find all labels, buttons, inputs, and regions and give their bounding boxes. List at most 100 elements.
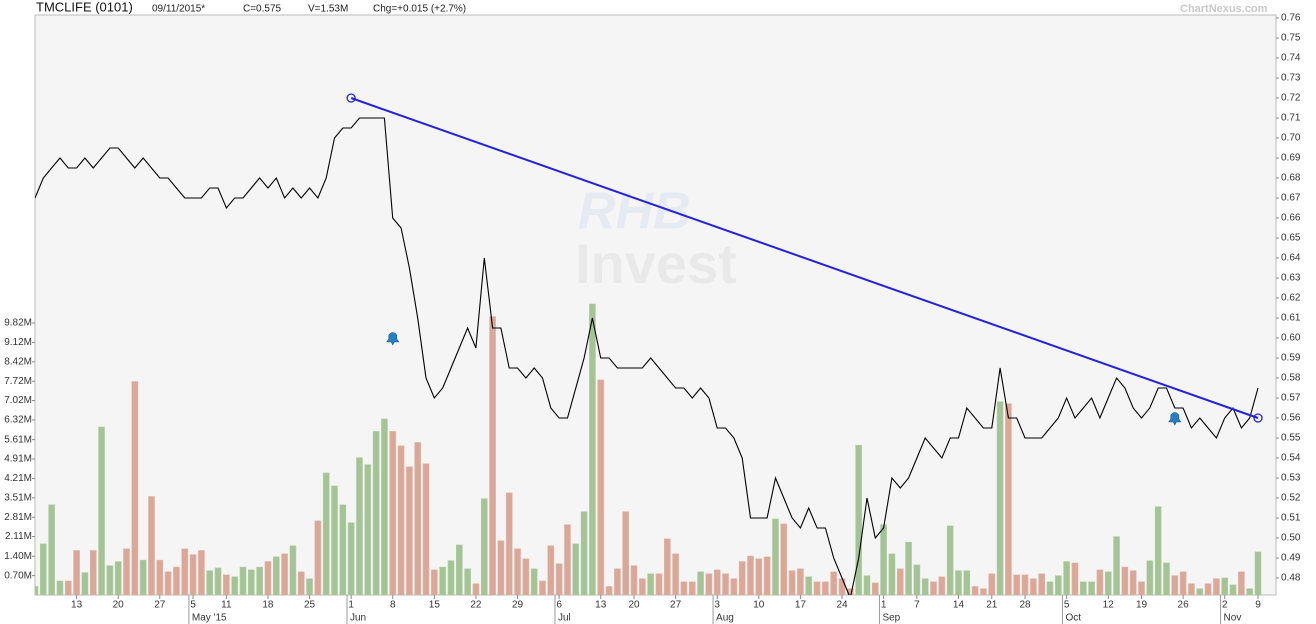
volume-bar	[738, 561, 746, 595]
volume-bar	[480, 498, 488, 595]
x-tick-label: 14	[953, 600, 965, 611]
volume-bar	[1196, 588, 1204, 595]
y-tick-label: 0.66	[1281, 213, 1301, 224]
volume-bar	[896, 568, 904, 595]
volume-bar	[1146, 560, 1154, 595]
volume-bar	[1121, 566, 1129, 595]
volume-bar	[206, 570, 214, 595]
x-tick-label: 7	[914, 600, 920, 611]
volume-bar	[272, 556, 280, 595]
x-tick-label: 24	[836, 600, 848, 611]
volume-bar	[614, 568, 621, 595]
x-tick-label: 9	[1255, 600, 1261, 611]
volume-bar	[1188, 583, 1195, 595]
volume-bar	[955, 570, 962, 595]
x-tick-label: 25	[304, 600, 316, 611]
y-tick-label: 0.48	[1281, 573, 1301, 584]
x-tick-label: 17	[795, 600, 807, 611]
volume-bar	[830, 571, 837, 595]
volume-bar	[639, 578, 646, 595]
volume-bar	[314, 520, 322, 595]
volume-bar	[1221, 577, 1229, 595]
volume-bar	[364, 464, 372, 595]
volume-bar	[1030, 578, 1037, 595]
volume-bar	[1088, 581, 1095, 595]
y-tick-label: 0.67	[1281, 193, 1301, 204]
y-tick-label: 0.52	[1281, 493, 1301, 504]
y-tick-label: 0.55	[1281, 433, 1301, 444]
volume-bar	[647, 573, 654, 595]
y2-tick-label: 2.11M	[5, 531, 32, 542]
close: C=0.575	[243, 4, 282, 15]
volume-bar	[48, 504, 55, 595]
volume-bar	[189, 554, 197, 595]
y-tick-label: 0.61	[1281, 313, 1301, 324]
volume-bar	[431, 569, 438, 595]
x-tick-label: 20	[628, 600, 640, 611]
y-tick-label: 0.65	[1281, 233, 1301, 244]
volume-bar	[1213, 578, 1220, 595]
y-tick-label: 0.53	[1281, 473, 1301, 484]
volume-bar	[1096, 569, 1104, 595]
x-tick-label: 26	[1178, 600, 1190, 611]
y-tick-label: 0.50	[1281, 533, 1301, 544]
volume-bar	[1005, 403, 1012, 595]
y2-tick-label: 6.32M	[4, 415, 32, 426]
volume-bar	[356, 457, 363, 595]
volume-bar	[114, 561, 122, 595]
volume-bar	[788, 570, 796, 595]
y2-tick-label: 1.40M	[4, 551, 32, 562]
x-tick-label: 20	[113, 600, 125, 611]
x-tick-label: 18	[262, 600, 274, 611]
price-layer	[35, 93, 1263, 595]
volume-bar	[40, 543, 47, 595]
volume-bar	[289, 545, 297, 595]
volume-bar	[497, 540, 505, 595]
volume-bar	[397, 445, 405, 595]
volume-bar	[580, 511, 588, 595]
volume-bar	[439, 566, 446, 595]
month-label: Aug	[716, 613, 734, 624]
volume-bar	[181, 548, 189, 595]
volume-bar	[572, 543, 580, 595]
volume-bar	[772, 518, 779, 595]
volume-bar	[64, 580, 72, 595]
y-tick-label: 0.64	[1281, 253, 1301, 264]
x-tick-label: 12	[1103, 600, 1115, 611]
volume-bar	[1038, 573, 1045, 595]
volume-bar	[1113, 536, 1120, 595]
volume-bar	[797, 568, 804, 595]
y-tick-label: 0.49	[1281, 553, 1301, 564]
volume-bar	[913, 564, 921, 595]
y-tick-label: 0.54	[1281, 453, 1301, 464]
volume-bar	[406, 466, 413, 595]
x-tick-label: 13	[71, 600, 83, 611]
y-tick-label: 0.57	[1281, 393, 1301, 404]
volume-bar	[688, 581, 696, 595]
volume-bar	[971, 586, 979, 595]
y2-tick-label: 8.42M	[4, 356, 32, 367]
y-tick-label: 0.73	[1281, 73, 1301, 84]
x-tick-label: 3	[714, 600, 720, 611]
watermark: Invest	[575, 232, 737, 295]
volume-bar	[547, 545, 555, 595]
volume-bar	[223, 574, 230, 595]
y2-tick-label: 5.61M	[4, 434, 32, 445]
volume-bar	[564, 524, 571, 595]
volume-bar	[622, 511, 630, 595]
chart-title: TMCLIFE (0101)	[36, 0, 133, 14]
volume-bar	[1104, 571, 1112, 595]
x-tick-label: 28	[1019, 600, 1031, 611]
volume-bar	[663, 538, 671, 595]
volume-bar	[139, 559, 147, 595]
volume-bar	[980, 588, 987, 595]
volume-bar	[306, 578, 313, 595]
date: 09/11/2015*	[152, 4, 205, 15]
volume-bar	[164, 571, 172, 595]
volume-bar	[73, 550, 80, 595]
volume-bar	[447, 560, 455, 595]
x-tick-label: 10	[753, 600, 765, 611]
volume-bar	[863, 575, 871, 595]
trendline-handle	[346, 93, 356, 103]
